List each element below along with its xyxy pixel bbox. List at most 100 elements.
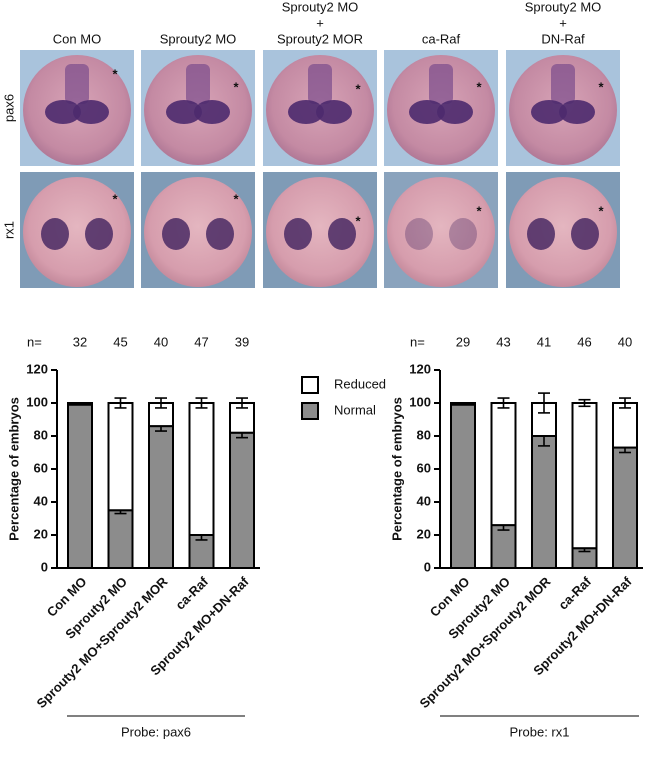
embryo-photo xyxy=(263,172,377,288)
bar-segment xyxy=(107,509,134,569)
n-value: 46 xyxy=(577,334,591,349)
column-label: Sprouty2 MO xyxy=(282,0,359,14)
n-label: n= xyxy=(27,334,42,349)
asterisk: * xyxy=(112,66,118,81)
bar-segment xyxy=(531,435,557,569)
stain xyxy=(65,64,89,104)
x-axis-label: Probe: pax6 xyxy=(121,724,191,739)
embryo-photo xyxy=(141,50,255,166)
y-tick-label: 40 xyxy=(417,493,431,508)
stain xyxy=(288,100,324,124)
error-bar xyxy=(195,397,208,409)
y-tick-label: 20 xyxy=(417,526,431,541)
column-label: Sprouty2 MO xyxy=(160,31,237,46)
bar-segment xyxy=(67,403,93,569)
bar-segment xyxy=(490,402,517,527)
error-bar xyxy=(578,398,591,408)
asterisk: * xyxy=(233,79,239,94)
error-bar xyxy=(236,397,248,409)
stain xyxy=(531,100,567,124)
legend-label: Reduced xyxy=(334,376,386,391)
embryo-photo xyxy=(384,50,498,166)
row-label: rx1 xyxy=(1,221,16,239)
y-tick-label: 80 xyxy=(34,427,48,442)
error-bar xyxy=(538,392,550,414)
y-tick-label: 60 xyxy=(417,460,431,475)
asterisk: * xyxy=(476,79,482,94)
legend-swatch xyxy=(301,402,319,420)
stain xyxy=(437,100,473,124)
n-value: 39 xyxy=(235,334,249,349)
n-label: n= xyxy=(410,334,425,349)
x-axis-label: Probe: rx1 xyxy=(510,724,570,739)
x-tick-label: ca-Raf xyxy=(555,573,594,612)
stain xyxy=(41,218,69,250)
column-label: + xyxy=(316,15,324,30)
y-tick-label: 40 xyxy=(34,493,48,508)
column-label: Con MO xyxy=(53,31,101,46)
embryo xyxy=(144,177,252,287)
column-label: + xyxy=(559,15,567,30)
y-tick-label: 100 xyxy=(409,394,431,409)
asterisk: * xyxy=(598,203,604,218)
y-tick-label: 80 xyxy=(417,427,431,442)
embryo xyxy=(387,177,495,287)
bar-segment xyxy=(490,524,517,569)
column-label: Sprouty2 MOR xyxy=(277,31,363,46)
row-label: pax6 xyxy=(1,94,16,122)
legend-label: Normal xyxy=(334,402,376,417)
y-axis-label: Percentage of embryos xyxy=(6,397,21,541)
embryo-photo xyxy=(20,50,134,166)
stain xyxy=(194,100,230,124)
error-bar xyxy=(619,397,631,409)
stain xyxy=(45,100,81,124)
n-value: 32 xyxy=(73,334,87,349)
y-tick-label: 0 xyxy=(424,559,431,574)
embryo-photo xyxy=(506,172,620,288)
asterisk: * xyxy=(476,203,482,218)
embryo xyxy=(23,177,131,287)
embryo xyxy=(266,177,374,287)
column-label: ca-Raf xyxy=(422,31,461,46)
bar-segment xyxy=(612,446,638,569)
stain xyxy=(449,218,477,250)
y-axis-label: Percentage of embryos xyxy=(389,397,404,541)
asterisk: * xyxy=(355,213,361,228)
bar-segment xyxy=(612,402,638,449)
x-tick-label: ca-Raf xyxy=(172,573,211,612)
asterisk: * xyxy=(112,191,118,206)
column-label: DN-Raf xyxy=(541,31,585,46)
stain xyxy=(328,218,356,250)
embryo-photo xyxy=(506,50,620,166)
y-tick-label: 20 xyxy=(34,526,48,541)
stain xyxy=(527,218,555,250)
embryo-photo xyxy=(263,50,377,166)
stain xyxy=(559,100,595,124)
stain xyxy=(73,100,109,124)
error-bar xyxy=(497,397,510,409)
stain xyxy=(429,64,453,104)
error-bar xyxy=(155,397,167,409)
stain xyxy=(405,218,433,250)
error-bar xyxy=(114,397,127,409)
y-tick-label: 60 xyxy=(34,460,48,475)
y-tick-label: 100 xyxy=(26,394,48,409)
n-value: 41 xyxy=(537,334,551,349)
asterisk: * xyxy=(233,191,239,206)
n-value: 47 xyxy=(194,334,208,349)
y-tick-label: 0 xyxy=(41,559,48,574)
bar-segment xyxy=(571,402,598,550)
stain xyxy=(551,64,575,104)
stain xyxy=(571,218,599,250)
bar-segment xyxy=(450,403,476,569)
stain xyxy=(166,100,202,124)
stain xyxy=(316,100,352,124)
bar-segment xyxy=(107,402,134,512)
stain xyxy=(206,218,234,250)
embryo-photo xyxy=(141,172,255,288)
column-label: Sprouty2 MO xyxy=(525,0,602,14)
stain xyxy=(284,218,312,250)
stain xyxy=(409,100,445,124)
y-tick-label: 120 xyxy=(26,361,48,376)
n-value: 45 xyxy=(113,334,127,349)
